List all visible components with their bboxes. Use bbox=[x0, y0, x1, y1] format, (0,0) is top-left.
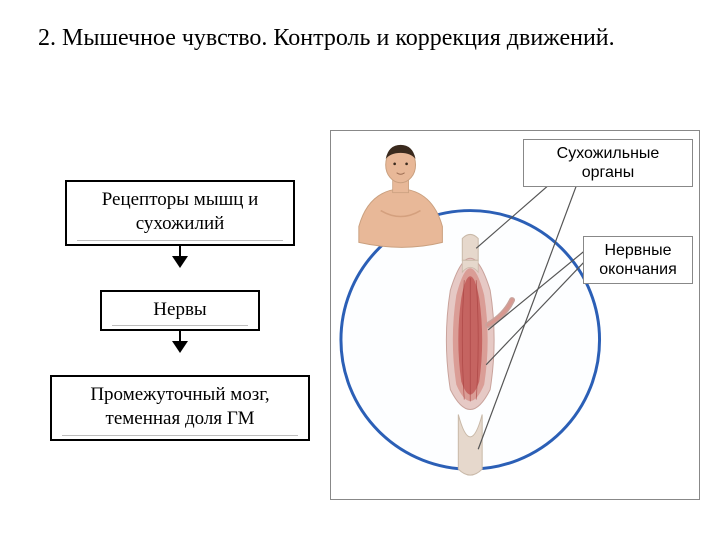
arrow-icon bbox=[40, 246, 320, 268]
torso-figure bbox=[359, 145, 443, 247]
shadow-line bbox=[62, 435, 298, 436]
flow-box-label: Рецепторы мышц и сухожилий bbox=[102, 189, 259, 234]
flow-box-nerves: Нервы bbox=[100, 290, 260, 332]
illustration-panel: Сухожильные органы Нервные окончания bbox=[330, 130, 700, 500]
shadow-line bbox=[112, 325, 248, 326]
label-tendon-organs: Сухожильные органы bbox=[523, 139, 693, 187]
label-text: Нервные окончания bbox=[599, 242, 676, 278]
label-nerve-endings: Нервные окончания bbox=[583, 236, 693, 284]
flow-box-label: Нервы bbox=[153, 299, 206, 320]
arrow-icon bbox=[40, 331, 320, 353]
page-title: 2. Мышечное чувство. Контроль и коррекци… bbox=[38, 22, 660, 54]
shadow-line bbox=[77, 240, 283, 241]
flow-box-brain: Промежуточный мозг, теменная доля ГМ bbox=[50, 375, 310, 441]
label-text: Сухожильные органы bbox=[557, 145, 660, 181]
flow-diagram: Рецепторы мышц и сухожилий Нервы Промежу… bbox=[40, 180, 320, 441]
flow-box-label: Промежуточный мозг, теменная доля ГМ bbox=[90, 384, 269, 429]
flow-box-receptors: Рецепторы мышц и сухожилий bbox=[65, 180, 295, 246]
